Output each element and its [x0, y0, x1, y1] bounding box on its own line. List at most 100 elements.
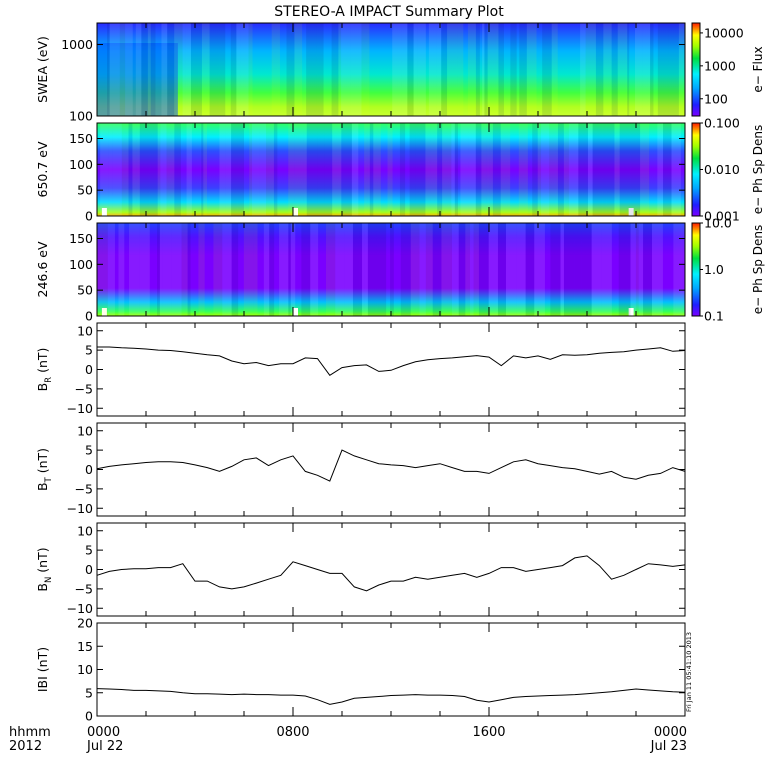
heatmap-stripe [369, 23, 376, 116]
heatmap-stripe [475, 23, 480, 116]
series-line [96, 688, 686, 705]
heatmap-stripe [212, 123, 219, 216]
y-tick-label: 5 [85, 443, 93, 458]
heatmap-stripe [465, 223, 471, 316]
heatmap-stripe [473, 223, 479, 316]
heatmap-stripe [288, 223, 291, 316]
heatmap-stripe [498, 23, 504, 116]
y-label-unit: (nT) [35, 348, 50, 377]
heatmap-stripe [190, 23, 202, 116]
heatmap-stripe [230, 23, 237, 116]
y-tick-label: −5 [75, 581, 93, 596]
heatmap-stripe [601, 223, 612, 316]
x-tick-label-date: Jul 22 [86, 739, 123, 754]
heatmap-stripe [160, 123, 167, 216]
y-axis-label: BN (nT) [35, 547, 54, 591]
heatmap-stripe [458, 123, 460, 216]
heatmap-stripe [302, 23, 306, 116]
heatmap-stripe [668, 23, 679, 116]
heatmap-stripe [186, 123, 192, 216]
heatmap-stripe [486, 123, 490, 216]
heatmap-stripe [341, 23, 351, 116]
heatmap-stripe [390, 223, 394, 316]
heatmap-stripe [482, 23, 485, 116]
heatmap-stripe [557, 123, 564, 216]
heatmap-stripe [419, 223, 426, 316]
heatmap-stripe [156, 223, 160, 316]
y-label-subscript: N [44, 577, 54, 583]
heatmap-stripe [673, 223, 676, 316]
heatmap-stripe [361, 23, 370, 116]
heatmap-stripe [277, 123, 281, 216]
heatmap-stripe [549, 123, 556, 216]
heatmap-stripe [331, 23, 339, 116]
heatmap-stripe [266, 123, 274, 216]
heatmap-stripe [141, 23, 148, 116]
heatmap-stripe [174, 123, 181, 216]
heatmap-stripe [585, 23, 596, 116]
heatmap-stripe [326, 23, 332, 116]
heatmap-stripe [373, 123, 381, 216]
heatmap-stripe [324, 23, 326, 116]
heatmap-stripe [381, 123, 388, 216]
heatmap-stripe [581, 223, 592, 316]
heatmap-stripe [638, 223, 644, 316]
heatmap-stripe [457, 23, 464, 116]
y-tick-label: 0 [85, 709, 93, 724]
heatmap-stripe [253, 23, 262, 116]
heatmap-stripe [344, 223, 353, 316]
heatmap-stripe [470, 223, 474, 316]
y-label-unit: (nT) [35, 448, 50, 477]
heatmap-stripe [384, 23, 386, 116]
heatmap-stripe [393, 123, 400, 216]
heatmap-stripe [100, 123, 109, 216]
heatmap-stripe [475, 123, 482, 216]
heatmap-stripe [187, 223, 191, 316]
heatmap-stripe [387, 123, 393, 216]
colorbar-tick-label: 1.0 [704, 262, 724, 277]
heatmap-stripe [125, 23, 133, 116]
y-label-main: B [35, 482, 50, 491]
heatmap-stripe [364, 223, 368, 316]
heatmap-stripe [155, 23, 157, 116]
heatmap-stripe [651, 223, 663, 316]
y-label-main: IBI [35, 676, 50, 692]
y-tick-label: 5 [85, 543, 93, 558]
heatmap-stripe [407, 23, 412, 116]
heatmap-stripe [657, 123, 664, 216]
heatmap-stripe [558, 23, 567, 116]
series-line [96, 449, 686, 482]
heatmap-stripe [657, 23, 669, 116]
heatmap-stripe [563, 223, 575, 316]
heatmap-stripe [97, 223, 103, 316]
y-axis-label: 246.6 eV [35, 241, 50, 297]
series-line [96, 555, 686, 592]
heatmap-stripe [240, 23, 249, 116]
heatmap-stripe [338, 23, 342, 116]
y-tick-label: 150 [69, 131, 93, 146]
heatmap-stripe [108, 123, 113, 216]
heatmap-stripe [225, 123, 232, 216]
heatmap-stripe [426, 23, 429, 116]
heatmap-stripe [124, 223, 129, 316]
heatmap-stripe [262, 23, 272, 116]
heatmap-stripe [259, 123, 267, 216]
heatmap-stripe [675, 223, 683, 316]
heatmap-stripe [236, 23, 241, 116]
heatmap-stripe [310, 223, 319, 316]
y-tick-label: 10 [77, 523, 93, 538]
x-tick-label-time: 0000 [654, 725, 687, 740]
heatmap-stripe [316, 23, 324, 116]
y-label-subscript: T [44, 476, 54, 483]
y-tick-label: −5 [75, 381, 93, 396]
heatmap-stripe [162, 223, 172, 316]
heatmap-stripe [478, 223, 489, 316]
heatmap-stripe [369, 123, 374, 216]
data-gap [628, 308, 634, 316]
heatmap-stripe [526, 23, 537, 116]
heatmap-stripe [149, 123, 158, 216]
heatmap-stripe [436, 23, 442, 116]
heatmap-stripe [288, 123, 295, 216]
heatmap-stripe [682, 23, 685, 116]
